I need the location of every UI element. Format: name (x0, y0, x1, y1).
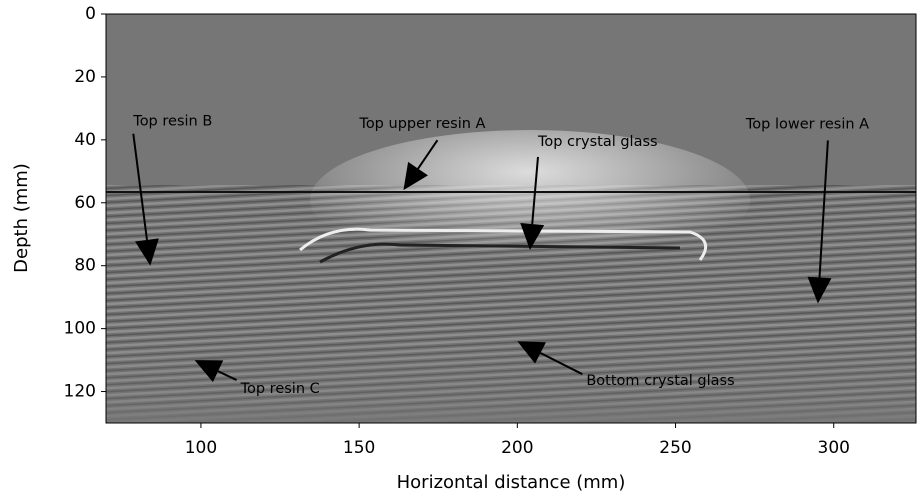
arrow-head (520, 223, 545, 250)
x-tick-label: 300 (818, 438, 850, 458)
x-tick-label: 150 (343, 438, 375, 458)
arrow-head (807, 276, 832, 304)
annotation: Top lower resin A (745, 116, 869, 132)
arrow-shaft (531, 156, 539, 225)
arrow-shaft (132, 133, 148, 241)
x-axis-label: Horizontal distance (mm) (397, 472, 626, 493)
annotation: Top resin C (240, 381, 320, 397)
x-tick-label: 250 (659, 438, 691, 458)
y-tick-label: 80 (74, 256, 96, 276)
annotation: Top crystal glass (537, 134, 658, 150)
y-tick-label: 100 (64, 319, 96, 339)
y-tick-label: 60 (74, 193, 96, 213)
arrow-shaft (217, 370, 238, 381)
x-tick-label: 200 (501, 438, 533, 458)
x-tick-label: 100 (185, 438, 217, 458)
image (106, 14, 916, 423)
y-tick-label: 40 (74, 130, 96, 150)
y-tick-label: 0 (85, 4, 96, 24)
arrow-head (403, 161, 428, 191)
annotation: Top resin B (132, 114, 212, 130)
plot-frame (105, 13, 917, 424)
arrow-shaft (417, 139, 439, 170)
arrow-head (517, 341, 546, 364)
y-tick-label: 120 (64, 382, 96, 402)
arrow-shaft (540, 352, 583, 376)
y-tick-label: 20 (74, 67, 96, 87)
arrow-head (135, 238, 159, 266)
arrow-head (194, 360, 224, 383)
y-axis-label: Depth (mm) (11, 163, 32, 273)
arrow-shaft (818, 140, 829, 278)
annotation: Bottom crystal glass (586, 373, 734, 389)
annotation: Top upper resin A (358, 116, 485, 132)
